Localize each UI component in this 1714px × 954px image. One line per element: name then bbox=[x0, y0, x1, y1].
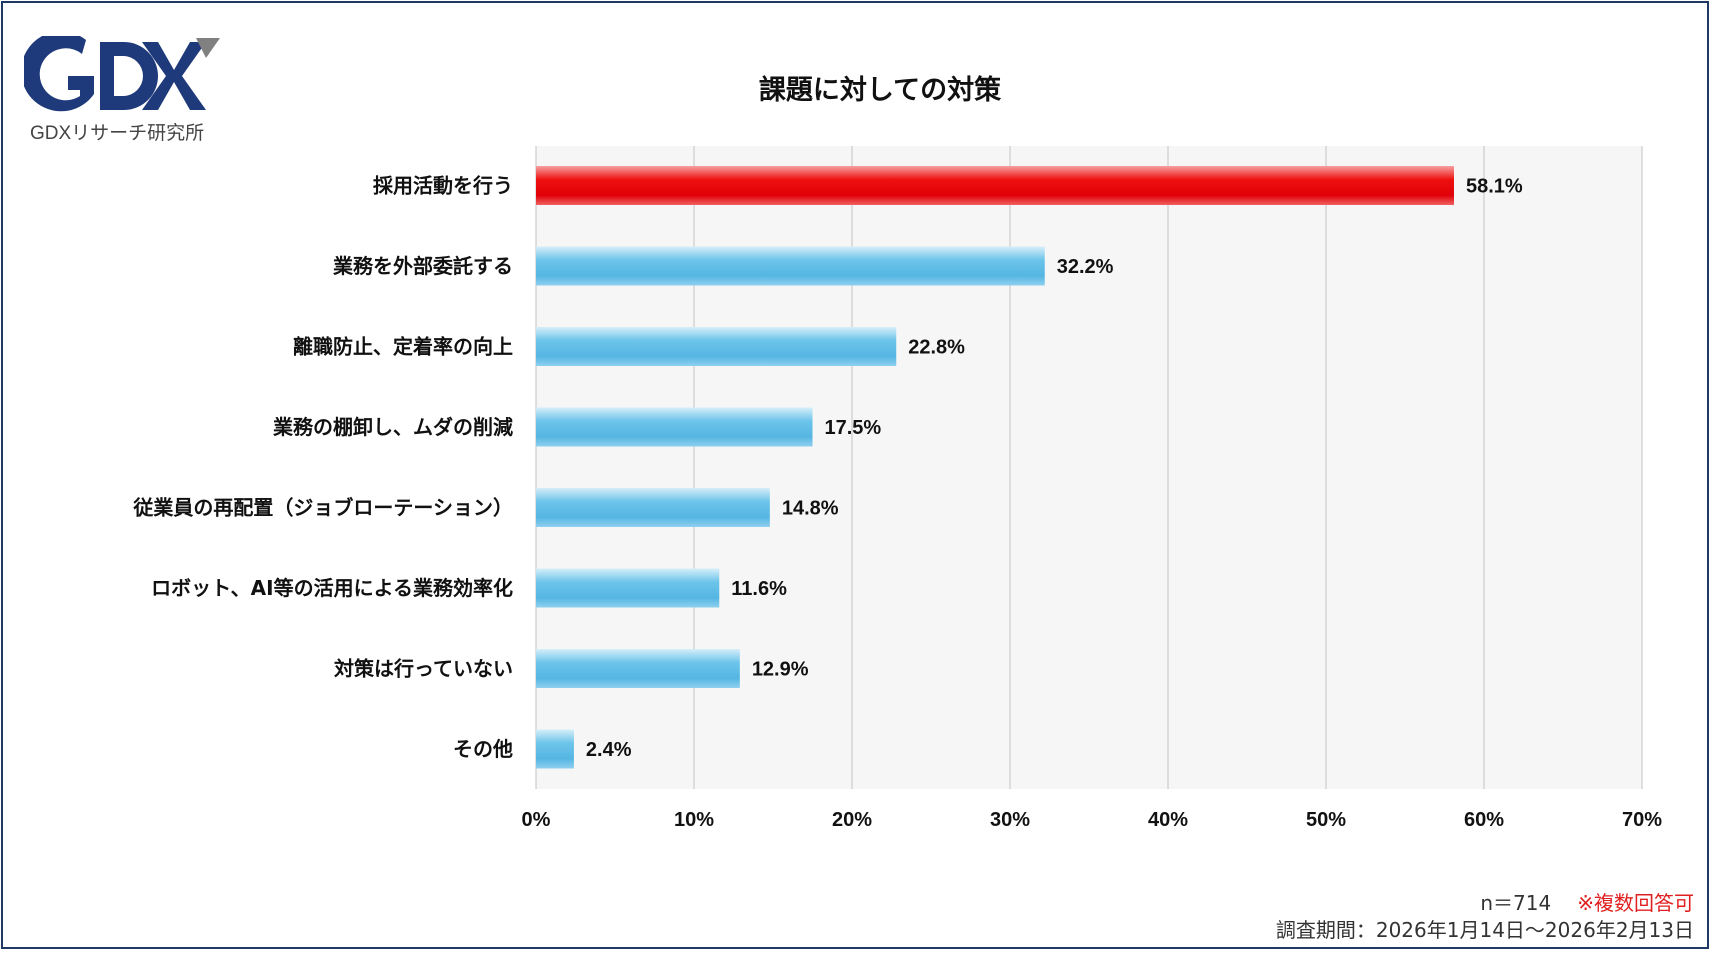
x-tick-label: 20% bbox=[832, 809, 872, 831]
x-tick-label: 30% bbox=[990, 809, 1030, 831]
value-label: 2.4% bbox=[586, 739, 632, 761]
bars bbox=[536, 166, 1454, 769]
value-label: 22.8% bbox=[908, 337, 965, 359]
value-label: 17.5% bbox=[825, 417, 882, 439]
value-label: 14.8% bbox=[782, 498, 839, 520]
bar-1 bbox=[536, 246, 1045, 286]
logo-d-letter bbox=[100, 42, 158, 110]
gdx-logo bbox=[24, 36, 220, 112]
value-label: 32.2% bbox=[1057, 256, 1114, 278]
logo-x-left bbox=[142, 42, 206, 110]
category-label: 業務を外部委託する bbox=[333, 254, 513, 278]
x-tick-label: 40% bbox=[1148, 809, 1188, 831]
category-label: 従業員の再配置（ジョブローテーション） bbox=[132, 496, 513, 520]
category-labels: 採用活動を行う業務を外部委託する離職防止、定着率の向上業務の棚卸し、ムダの削減従… bbox=[132, 174, 513, 762]
chart-title: 課題に対しての対策 bbox=[758, 75, 1002, 106]
value-label: 12.9% bbox=[752, 659, 809, 681]
bar-2 bbox=[536, 327, 897, 366]
logo-g-letter bbox=[24, 36, 94, 112]
category-label: 対策は行っていない bbox=[333, 657, 513, 681]
bar-5 bbox=[536, 568, 720, 608]
x-tick-label: 70% bbox=[1622, 809, 1662, 831]
x-tick-label: 0% bbox=[522, 809, 551, 831]
category-label: その他 bbox=[453, 737, 513, 761]
sample-size: n＝714 bbox=[1480, 891, 1552, 915]
plot-area bbox=[536, 146, 1642, 789]
category-label: 業務の棚卸し、ムダの削減 bbox=[273, 415, 513, 439]
x-tick-label: 60% bbox=[1464, 809, 1504, 831]
value-label: 58.1% bbox=[1466, 176, 1523, 198]
category-label: ロボット、AI等の活用による業務効率化 bbox=[151, 576, 513, 600]
bar-6 bbox=[536, 649, 740, 688]
survey-period: 調査期間：2026年1月14日〜2026年2月13日 bbox=[1275, 918, 1694, 942]
value-label: 11.6% bbox=[731, 578, 787, 600]
bar-3 bbox=[536, 407, 813, 447]
category-label: 離職防止、定着率の向上 bbox=[293, 335, 513, 359]
bar-4 bbox=[536, 488, 770, 527]
value-labels: 58.1% 32.2% 22.8% 17.5% 14.8% 11.6% 12.9% 2.4% bbox=[586, 176, 1523, 762]
logo-x-accent bbox=[196, 38, 220, 58]
x-tick-label: 10% bbox=[674, 809, 714, 831]
x-tick-labels: 0% 10% 20% 30% 40% 50% 60% 70% bbox=[522, 809, 1663, 831]
logo-subtitle: GDXリサーチ研究所 bbox=[30, 123, 205, 144]
bar-0 bbox=[536, 166, 1454, 205]
multi-answer-note: ※複数回答可 bbox=[1577, 891, 1694, 915]
x-tick-label: 50% bbox=[1306, 809, 1346, 831]
bar-7 bbox=[536, 729, 574, 769]
category-label: 採用活動を行う bbox=[373, 174, 513, 198]
footer-sample: n＝714 ※複数回答可 bbox=[1480, 887, 1694, 916]
